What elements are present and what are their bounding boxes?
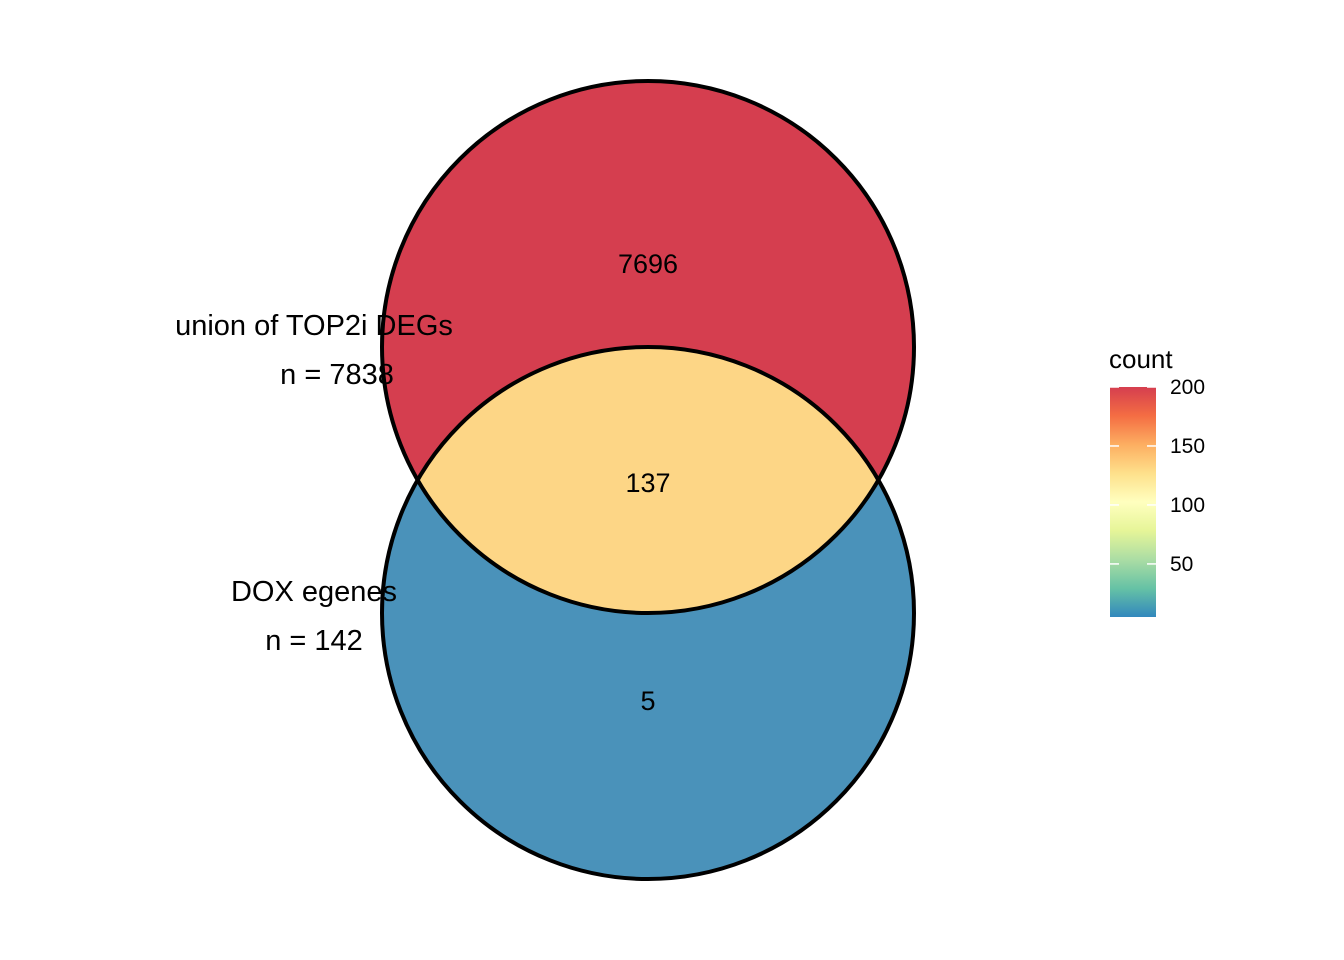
set-label-bottom-name: DOX egenes	[231, 576, 397, 608]
legend-tick-label: 150	[1170, 435, 1205, 458]
venn-circle-outline-bottom	[380, 345, 916, 881]
set-label-top-n: n = 7838	[280, 359, 394, 391]
legend-title: count	[1109, 344, 1173, 374]
venn-circle-outline-top	[380, 79, 916, 615]
legend-tick-label: 50	[1170, 553, 1193, 576]
legend: count 200 150 100 50	[1109, 344, 1205, 617]
set-label-bottom-n: n = 142	[265, 625, 363, 657]
set-label-top-name: union of TOP2i DEGs	[175, 310, 453, 342]
legend-tick-label: 200	[1170, 376, 1205, 399]
region-count-top-only: 7696	[618, 249, 678, 279]
region-count-intersection: 137	[625, 468, 670, 498]
legend-tick-label: 100	[1170, 494, 1205, 517]
venn-region-intersection	[382, 347, 914, 613]
region-count-bottom-only: 5	[640, 686, 655, 716]
legend-colorbar	[1110, 387, 1156, 617]
legend-ticks: 200 150 100 50	[1110, 376, 1205, 576]
